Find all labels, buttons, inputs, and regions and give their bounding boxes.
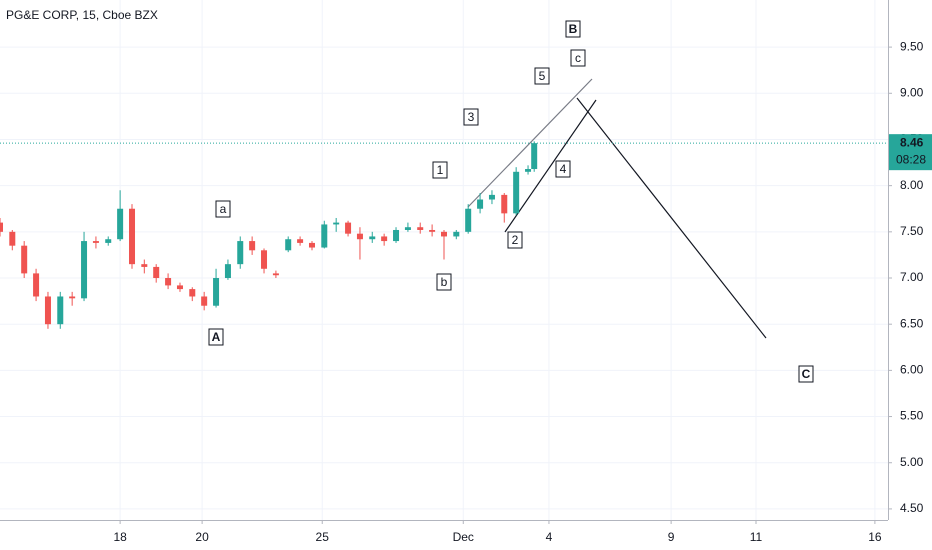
drawings bbox=[467, 78, 767, 339]
x-tick-label: 20 bbox=[195, 530, 209, 544]
candle-body bbox=[308, 242, 315, 248]
wave-label-box bbox=[507, 231, 523, 249]
last-price-box bbox=[889, 134, 932, 171]
y-tick-label: 6.50 bbox=[900, 316, 924, 330]
candle-body bbox=[224, 264, 231, 279]
x-tick-label: 25 bbox=[316, 530, 330, 544]
candle-body bbox=[429, 229, 436, 232]
wave-label: 3 bbox=[468, 110, 475, 124]
candle-body bbox=[285, 239, 292, 251]
candle-body bbox=[513, 171, 520, 214]
candle-body bbox=[488, 194, 495, 200]
candle-body bbox=[249, 241, 256, 251]
candle-body bbox=[9, 231, 16, 246]
candle-body bbox=[297, 239, 304, 243]
candle-body bbox=[465, 208, 472, 232]
candle-body bbox=[189, 289, 196, 297]
y-tick-label: 4.50 bbox=[900, 501, 924, 515]
candle-body bbox=[105, 239, 112, 243]
candle-body bbox=[81, 241, 88, 299]
candle-body bbox=[129, 208, 136, 265]
last-price-label: 8.46 bbox=[900, 135, 924, 149]
candle-body bbox=[404, 227, 411, 230]
candle-body bbox=[501, 194, 508, 214]
wave-label: 5 bbox=[539, 69, 546, 83]
candle-body bbox=[531, 143, 538, 170]
wave-label-box bbox=[215, 200, 231, 218]
wave-label: 4 bbox=[560, 162, 567, 176]
candle-body bbox=[21, 245, 28, 274]
wave-label-box bbox=[570, 49, 586, 67]
candle-body bbox=[381, 236, 388, 242]
y-tick-label: 9.50 bbox=[900, 39, 924, 53]
candle-body bbox=[69, 296, 76, 299]
candle-body bbox=[261, 250, 268, 269]
wave-label: 2 bbox=[512, 233, 519, 247]
wave-label: 1 bbox=[437, 163, 444, 177]
candle-body bbox=[356, 233, 363, 240]
candle-body bbox=[92, 241, 99, 243]
countdown-label: 08:28 bbox=[896, 152, 926, 166]
candle-body bbox=[165, 278, 172, 286]
wave-label: b bbox=[441, 275, 448, 289]
candle-body bbox=[453, 231, 460, 237]
projection-line bbox=[576, 97, 767, 339]
y-tick-label: 9.00 bbox=[900, 85, 924, 99]
wave-label-box bbox=[555, 160, 571, 178]
candle-body bbox=[393, 229, 400, 242]
y-tick-label: 6.00 bbox=[900, 363, 924, 377]
wave-label: B bbox=[569, 22, 578, 36]
wave-label: a bbox=[220, 202, 227, 216]
x-tick-label: Dec bbox=[453, 530, 474, 544]
candle-body bbox=[237, 241, 244, 265]
wave-label: A bbox=[212, 330, 221, 344]
candle-body bbox=[44, 296, 51, 325]
y-tick-label: 5.00 bbox=[900, 455, 924, 469]
wave-label: c bbox=[575, 51, 581, 65]
candle-body bbox=[153, 266, 160, 279]
x-tick-label: 4 bbox=[546, 530, 553, 544]
candle-body bbox=[525, 169, 532, 172]
y-tick-label: 8.00 bbox=[900, 178, 924, 192]
wave-label-box bbox=[208, 328, 224, 346]
candle-body bbox=[213, 278, 220, 306]
candle-body bbox=[117, 208, 124, 240]
x-tick-label: 16 bbox=[868, 530, 882, 544]
x-tick-label: 9 bbox=[668, 530, 675, 544]
wave-label-box bbox=[436, 273, 452, 291]
candle-body bbox=[272, 273, 279, 276]
candle-body bbox=[345, 222, 352, 234]
candle-body bbox=[417, 227, 424, 230]
trend-line bbox=[504, 99, 597, 233]
candle-body bbox=[441, 231, 447, 237]
wave-label: C bbox=[802, 367, 811, 381]
candle-body bbox=[176, 285, 183, 290]
candle-body bbox=[201, 296, 208, 306]
candle-body bbox=[141, 264, 148, 267]
candle-body bbox=[333, 222, 340, 225]
wave-label-box bbox=[463, 108, 479, 126]
x-tick-label: 11 bbox=[750, 530, 763, 544]
wave-label-box bbox=[798, 365, 814, 383]
wave-label-box bbox=[565, 20, 581, 38]
y-tick-label: 7.00 bbox=[900, 270, 924, 284]
candle-body bbox=[33, 273, 40, 297]
y-tick-label: 7.50 bbox=[900, 224, 924, 238]
wave-label-box bbox=[432, 161, 448, 179]
candle-body bbox=[0, 222, 3, 232]
y-tick-label: 5.50 bbox=[900, 409, 924, 423]
candle-body bbox=[321, 224, 328, 248]
trend-line bbox=[467, 78, 593, 208]
chart-title: PG&E CORP, 15, Cboe BZX bbox=[6, 8, 158, 22]
candle-body bbox=[477, 199, 484, 209]
candle-body bbox=[57, 296, 64, 325]
x-tick-label: 18 bbox=[113, 530, 127, 544]
candle-body bbox=[369, 236, 376, 240]
wave-label-box bbox=[534, 67, 550, 85]
